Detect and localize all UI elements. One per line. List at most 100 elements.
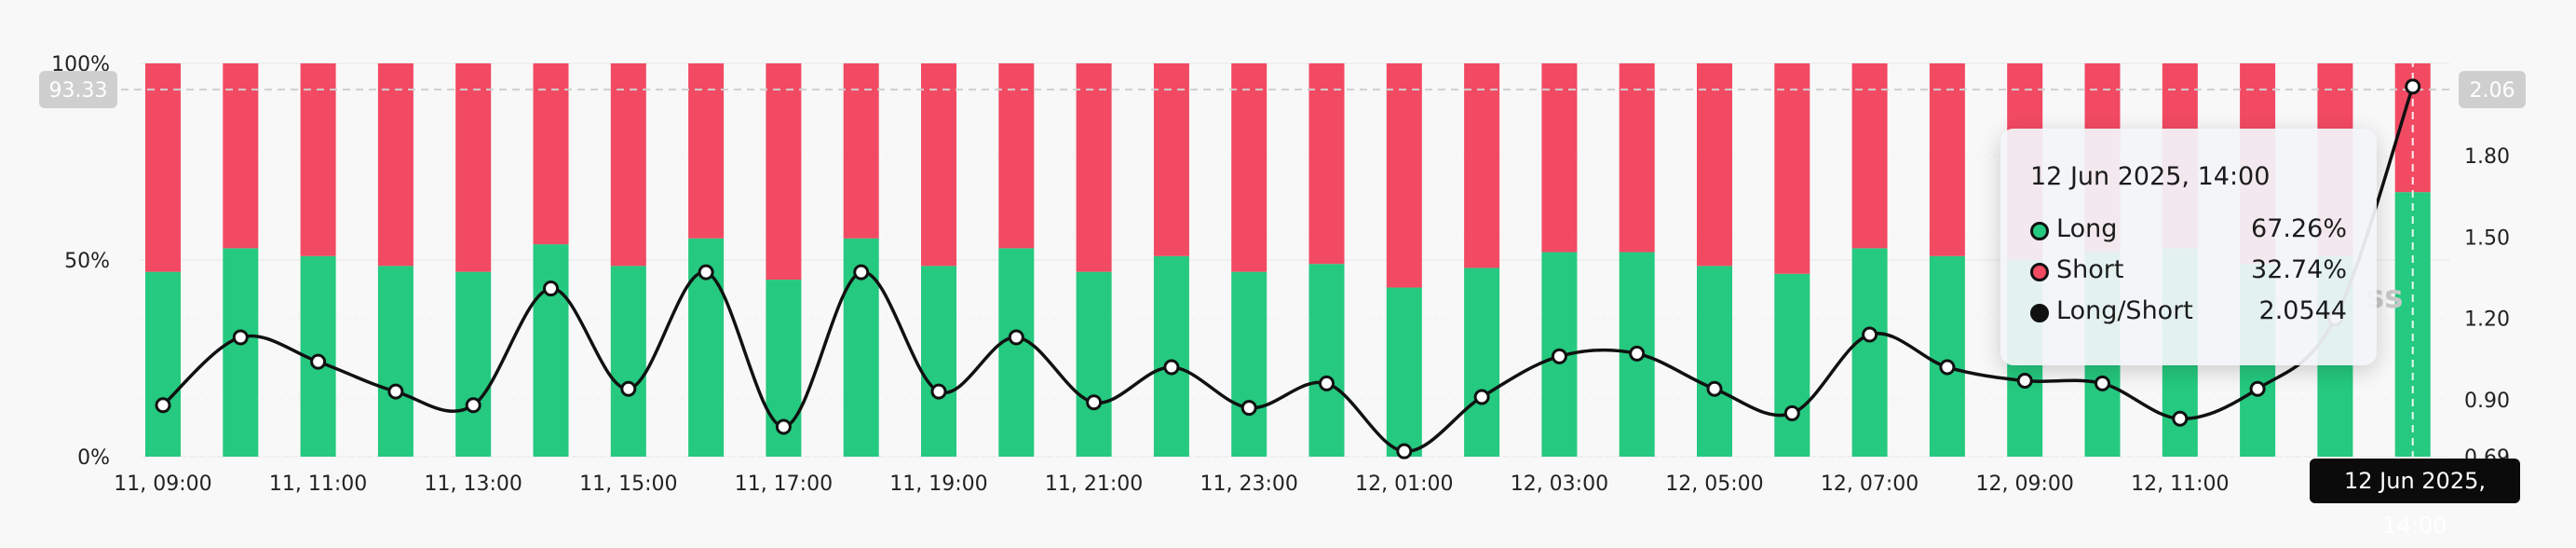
tooltip-long-label: Long xyxy=(2056,214,2118,243)
ratio-point xyxy=(1939,359,1956,376)
x-tick-label: 11, 17:00 xyxy=(735,473,833,496)
ratio-point xyxy=(1862,326,1878,343)
ratio-point xyxy=(2016,373,2033,390)
tooltip-row-short: Short 32.74% xyxy=(2030,255,2347,289)
ratio-point xyxy=(1706,380,1723,397)
long-bar xyxy=(998,248,1035,457)
x-tick-label: 12, 03:00 xyxy=(1511,473,1608,496)
tooltip-ratio-label: Long/Short xyxy=(2056,296,2193,325)
short-bar xyxy=(1386,63,1422,288)
long-bar xyxy=(1153,255,1189,457)
x-tick-label: 11, 09:00 xyxy=(114,473,211,496)
short-bar xyxy=(377,63,414,267)
ratio-point xyxy=(1551,348,1567,364)
short-bar xyxy=(766,63,802,281)
short-bar xyxy=(688,63,725,239)
tooltip-ratio-value: 2.0544 xyxy=(2258,296,2347,325)
long-bar xyxy=(223,248,259,457)
x-tick-label: 12, 05:00 xyxy=(1665,473,1763,496)
y-left-tick-label: 0% xyxy=(77,446,110,470)
y-right-tick-label: 0.90 xyxy=(2464,390,2510,413)
short-bar xyxy=(533,63,569,245)
tooltip-title: 12 Jun 2025, 14:00 xyxy=(2030,162,2271,191)
x-tick-label: 11, 23:00 xyxy=(1200,473,1298,496)
ratio-point xyxy=(1163,359,1180,376)
y-right-tick-label: 1.50 xyxy=(2464,226,2510,250)
short-bar xyxy=(145,63,181,272)
short-bar xyxy=(1541,63,1578,253)
long-bar xyxy=(1464,267,1500,457)
crosshair-left-value: 93.33 xyxy=(49,79,108,103)
ratio-point xyxy=(543,281,559,297)
long-bar xyxy=(455,271,492,457)
ratio-point xyxy=(775,418,792,435)
long-bar xyxy=(1851,248,1888,457)
short-bar xyxy=(1929,63,1965,256)
tooltip-row-long: Long 67.26% xyxy=(2030,214,2347,248)
x-tick-label: 11, 15:00 xyxy=(579,473,677,496)
x-tick-label: 11, 21:00 xyxy=(1045,473,1143,496)
long-bar xyxy=(610,266,646,457)
ratio-point xyxy=(2405,78,2421,95)
ratio-point xyxy=(1396,443,1413,459)
ratio-point xyxy=(620,380,637,397)
short-bar xyxy=(1231,63,1268,272)
short-bar xyxy=(1697,63,1732,267)
long-bar xyxy=(145,271,181,457)
x-tick-label: 12, 09:00 xyxy=(1976,473,2074,496)
y-right-tick-label: 1.80 xyxy=(2464,145,2510,169)
ratio-point xyxy=(465,397,481,414)
x-tick-label: 11, 19:00 xyxy=(889,473,987,496)
long-bar xyxy=(1076,271,1112,457)
ratio-point xyxy=(1473,389,1490,405)
short-legend-dot xyxy=(2030,263,2049,281)
short-bar xyxy=(1153,63,1189,256)
long-bar xyxy=(1386,287,1422,457)
tooltip-short-label: Short xyxy=(2056,255,2124,284)
ratio-point xyxy=(1629,345,1646,362)
ratio-point xyxy=(1086,394,1103,411)
ratio-point xyxy=(232,329,249,346)
chart-tooltip: 12 Jun 2025, 14:00 Long 67.26% Short 32.… xyxy=(2000,129,2377,365)
long-bar xyxy=(377,266,414,457)
tooltip-row-ratio: Long/Short 2.0544 xyxy=(2030,296,2347,330)
y-left-tick-label: 50% xyxy=(64,250,110,273)
short-bar xyxy=(1774,63,1810,274)
short-bar xyxy=(1464,63,1500,268)
short-bar xyxy=(223,63,259,249)
long-bar xyxy=(921,266,956,457)
x-tick-label: 12, 07:00 xyxy=(1821,473,1918,496)
ratio-point xyxy=(310,353,327,370)
tooltip-short-value: 32.74% xyxy=(2251,255,2347,284)
short-bar xyxy=(843,63,879,239)
ratio-point xyxy=(155,397,171,414)
ratio-point xyxy=(930,383,947,400)
ratio-point xyxy=(853,264,870,281)
ratio-point xyxy=(1319,375,1335,391)
crosshair-date-label: 12 Jun 2025, 14:00 xyxy=(2310,459,2520,539)
short-bar xyxy=(300,63,336,256)
short-bar xyxy=(998,63,1035,249)
long-bar xyxy=(1774,273,1810,457)
long-legend-dot xyxy=(2030,222,2049,240)
tooltip-long-value: 67.26% xyxy=(2251,214,2347,243)
short-bar xyxy=(921,63,956,267)
ratio-point xyxy=(2249,380,2266,397)
x-tick-label: 12, 11:00 xyxy=(2131,473,2229,496)
ratio-point xyxy=(1008,329,1024,346)
short-bar xyxy=(610,63,646,267)
short-bar xyxy=(1308,63,1345,265)
ratio-legend-dot xyxy=(2030,304,2049,322)
ratio-point xyxy=(1241,400,1257,417)
y-right-tick-label: 1.20 xyxy=(2464,308,2510,332)
ratio-point xyxy=(698,264,714,281)
long-bar xyxy=(1231,271,1268,457)
long-bar xyxy=(1308,264,1345,457)
short-bar xyxy=(1076,63,1112,272)
short-bar xyxy=(455,63,492,272)
short-bar xyxy=(1619,63,1655,253)
ratio-point xyxy=(1783,404,1800,421)
short-bar xyxy=(1851,63,1888,249)
long-bar xyxy=(1929,255,1965,457)
long-bar xyxy=(1697,266,1732,457)
